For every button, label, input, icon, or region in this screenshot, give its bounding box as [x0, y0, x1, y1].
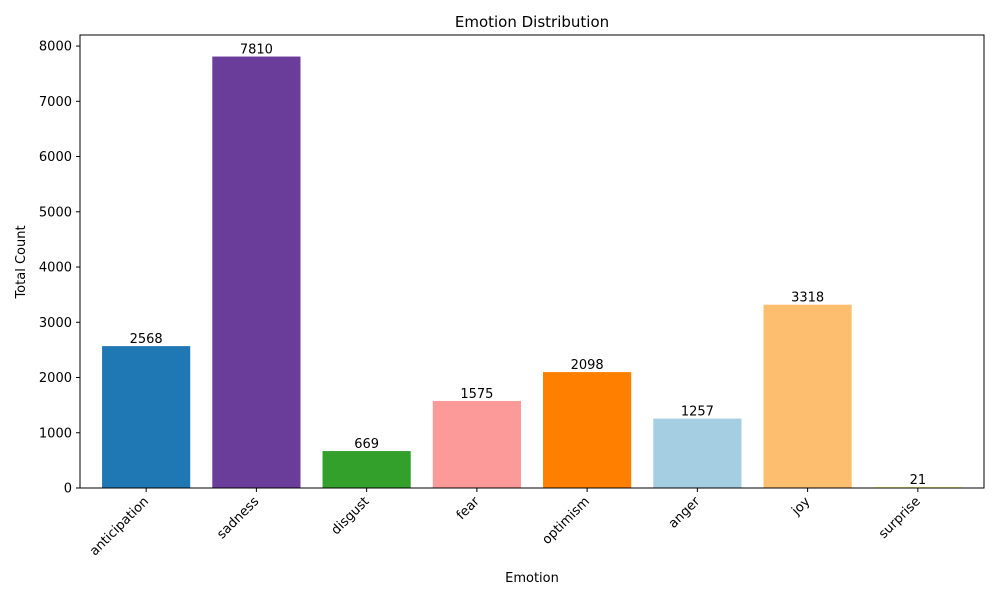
- plot-frame: [79, 34, 985, 489]
- x-tick-label-fear: fear: [454, 494, 483, 523]
- plot-area: 2568 7810 669 1575 2098 1257 3318 21 0 1000 2000 30…: [39, 34, 985, 559]
- y-tick-label: 6000: [39, 150, 72, 165]
- data-label-disgust: 669: [354, 437, 379, 452]
- x-axis-label: Emotion: [505, 571, 559, 586]
- y-tick-label: 8000: [39, 40, 72, 55]
- bar-sadness: [212, 56, 301, 489]
- x-tick-label-anger: anger: [666, 494, 704, 532]
- x-tick-label-disgust: disgust: [329, 494, 373, 538]
- bar-anger: [653, 418, 742, 488]
- data-label-optimism: 2098: [571, 358, 604, 373]
- x-tick-label-surprise: surprise: [876, 494, 924, 542]
- x-tick-label-anticipation: anticipation: [87, 494, 152, 559]
- data-label-anticipation: 2568: [130, 332, 163, 347]
- data-label-sadness: 7810: [240, 43, 273, 58]
- x-tick-label-sadness: sadness: [214, 494, 262, 542]
- y-tick-label: 4000: [39, 261, 72, 276]
- bar-fear: [432, 400, 521, 488]
- y-tick-label: 1000: [39, 426, 72, 441]
- y-tick-label: 2000: [39, 371, 72, 386]
- data-label-fear: 1575: [460, 387, 493, 402]
- x-tick-label-joy: joy: [789, 494, 814, 519]
- y-tick-label: 7000: [39, 95, 72, 110]
- y-axis-label: Total Count: [14, 225, 29, 299]
- y-tick-label: 0: [64, 482, 72, 497]
- data-label-anger: 1257: [681, 405, 714, 420]
- bar-anticipation: [102, 346, 191, 488]
- chart-title: Emotion Distribution: [455, 13, 609, 31]
- y-tick-label: 3000: [39, 316, 72, 331]
- y-tick-label: 5000: [39, 205, 72, 220]
- bar-disgust: [322, 451, 411, 488]
- bar-optimism: [543, 372, 632, 488]
- data-label-joy: 3318: [791, 291, 824, 306]
- x-tick-label-optimism: optimism: [539, 494, 592, 547]
- data-label-surprise: 21: [910, 473, 927, 488]
- bar-surprise: [873, 486, 962, 488]
- bar-joy: [763, 304, 852, 488]
